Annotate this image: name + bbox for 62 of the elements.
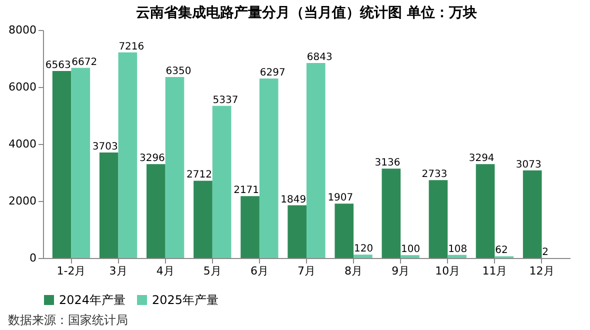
bar (354, 254, 372, 258)
bar (448, 254, 466, 258)
x-tick-label: 6月 (250, 264, 268, 278)
bar (99, 152, 118, 258)
y-tick-label: 0 (30, 252, 36, 264)
source-note: 数据来源：国家统计局 (8, 313, 128, 327)
bar (259, 78, 278, 258)
data-label: 2712 (186, 170, 212, 181)
bar (382, 168, 401, 258)
bar (522, 170, 542, 258)
bar (400, 255, 420, 258)
bar (428, 180, 448, 258)
x-tick-label: 11月 (482, 264, 508, 278)
bar (52, 70, 72, 258)
y-tick-label: 8000 (8, 24, 36, 36)
x-tick-label: 10月 (435, 264, 460, 278)
bar (118, 52, 138, 258)
bar (306, 62, 326, 258)
legend-label: 2025年产量 (152, 293, 219, 307)
x-tick-label: 8月 (344, 264, 363, 278)
x-tick-label: 3月 (109, 264, 128, 278)
y-tick-label: 4000 (8, 138, 36, 150)
data-label: 100 (401, 244, 420, 256)
data-label: 1849 (280, 194, 306, 206)
bar (194, 180, 212, 258)
data-label: 7216 (118, 41, 144, 52)
bar (165, 77, 184, 258)
data-label: 108 (448, 244, 468, 255)
data-label: 3703 (92, 141, 118, 152)
data-label: 2171 (234, 185, 260, 196)
data-label: 62 (495, 245, 508, 256)
data-label: 6672 (72, 56, 98, 68)
bar (476, 164, 495, 258)
x-tick-label: 4月 (156, 264, 174, 278)
bar (212, 106, 232, 258)
bar (334, 204, 354, 258)
y-tick-label: 2000 (8, 194, 36, 208)
data-label: 6843 (306, 52, 332, 63)
data-label: 2733 (422, 169, 448, 180)
data-label: 2 (542, 246, 549, 258)
y-tick-label: 6000 (8, 80, 36, 94)
bar (240, 196, 260, 258)
bar (146, 164, 166, 258)
x-tick-label: 9月 (392, 264, 410, 278)
data-label: 120 (354, 244, 374, 255)
x-tick-label: 7月 (298, 264, 316, 278)
x-tick-label: 5月 (203, 264, 222, 278)
x-tick-label: 12月 (529, 264, 554, 278)
bar (288, 205, 306, 258)
data-label: 3296 (139, 153, 165, 164)
chart-title: 云南省集成电路产量分月（当月值）统计图 单位：万块 (136, 4, 477, 21)
data-label: 3073 (516, 159, 542, 170)
data-label: 6563 (45, 60, 71, 71)
x-tick-label: 1-2月 (56, 264, 86, 278)
data-label: 6350 (166, 66, 192, 78)
data-label: 5337 (212, 94, 238, 106)
data-label: 1907 (328, 192, 354, 204)
bar (71, 68, 90, 258)
data-label: 3136 (374, 158, 400, 169)
legend-label: 2024年产量 (59, 293, 126, 307)
data-label: 6297 (260, 68, 286, 79)
data-label: 3294 (468, 153, 494, 164)
